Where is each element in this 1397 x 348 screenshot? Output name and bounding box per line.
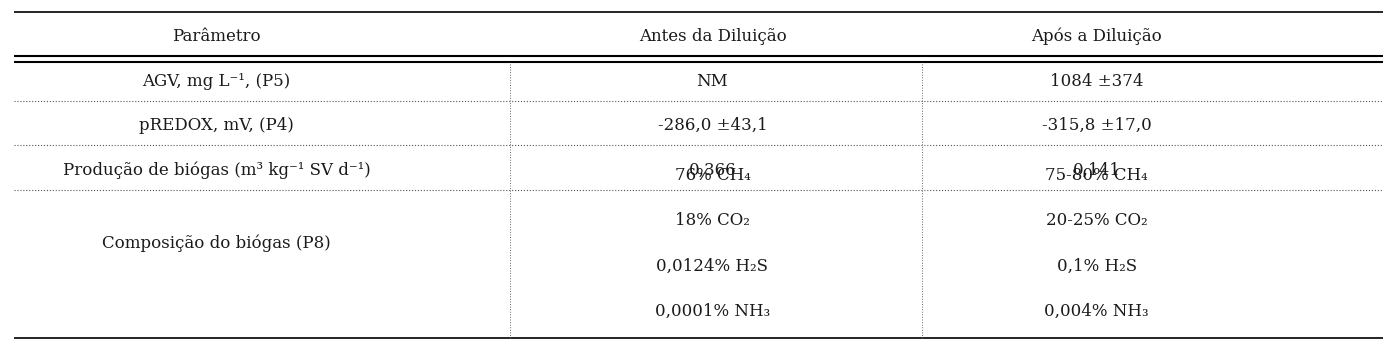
Text: Composição do biógas (P8): Composição do biógas (P8) <box>102 235 331 252</box>
Text: AGV, mg L⁻¹, (P5): AGV, mg L⁻¹, (P5) <box>142 73 291 89</box>
Text: 20-25% CO₂: 20-25% CO₂ <box>1046 213 1147 229</box>
Text: 0,004% NH₃: 0,004% NH₃ <box>1045 303 1148 320</box>
Text: 0,0124% H₂S: 0,0124% H₂S <box>657 258 768 275</box>
Text: -315,8 ±17,0: -315,8 ±17,0 <box>1042 117 1151 134</box>
Text: 0,1% H₂S: 0,1% H₂S <box>1056 258 1137 275</box>
Text: Após a Diluição: Após a Diluição <box>1031 28 1162 45</box>
Text: 0,366: 0,366 <box>689 162 736 179</box>
Text: pREDOX, mV, (P4): pREDOX, mV, (P4) <box>140 117 293 134</box>
Text: Produção de biógas (m³ kg⁻¹ SV d⁻¹): Produção de biógas (m³ kg⁻¹ SV d⁻¹) <box>63 161 370 179</box>
Text: 76% CH₄: 76% CH₄ <box>675 167 750 184</box>
Text: -286,0 ±43,1: -286,0 ±43,1 <box>658 117 767 134</box>
Text: 1084 ±374: 1084 ±374 <box>1051 73 1143 89</box>
Text: 0,141: 0,141 <box>1073 162 1120 179</box>
Text: NM: NM <box>697 73 728 89</box>
Text: 75-80% CH₄: 75-80% CH₄ <box>1045 167 1148 184</box>
Text: 0,0001% NH₃: 0,0001% NH₃ <box>655 303 770 320</box>
Text: 18% CO₂: 18% CO₂ <box>675 213 750 229</box>
Text: Antes da Diluição: Antes da Diluição <box>638 28 787 45</box>
Text: Parâmetro: Parâmetro <box>172 28 261 45</box>
